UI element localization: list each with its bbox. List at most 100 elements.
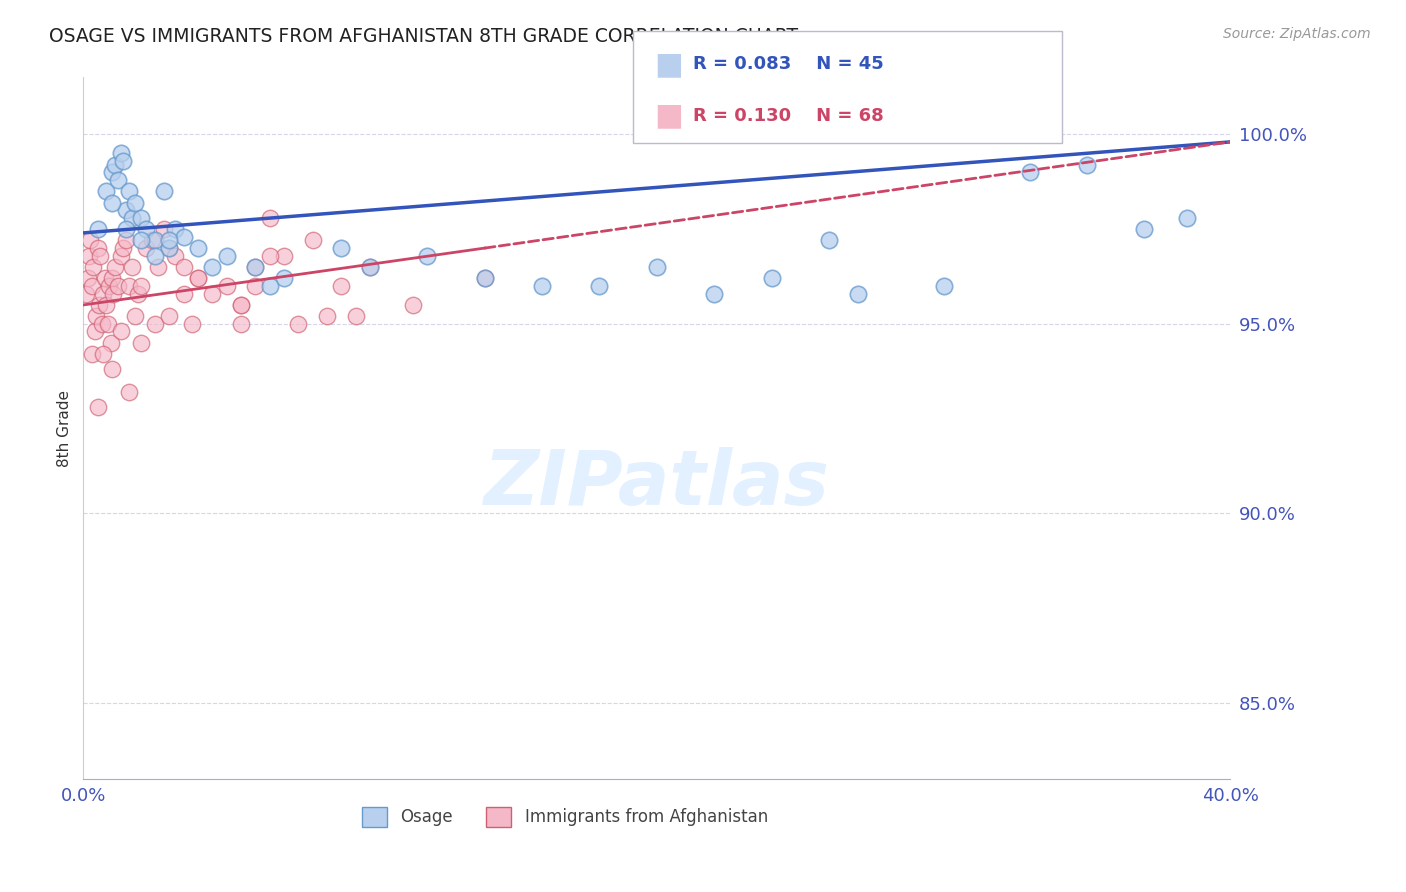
Point bbox=[129, 234, 152, 248]
Text: R = 0.130    N = 68: R = 0.130 N = 68 bbox=[693, 107, 884, 125]
Point bbox=[77, 249, 100, 263]
Point bbox=[135, 241, 157, 255]
Text: R = 0.083    N = 45: R = 0.083 N = 45 bbox=[693, 55, 884, 73]
Point bbox=[201, 286, 224, 301]
Point bbox=[107, 279, 129, 293]
Point bbox=[165, 249, 187, 263]
Point bbox=[259, 249, 281, 263]
Point bbox=[259, 279, 281, 293]
Point bbox=[157, 234, 180, 248]
Point bbox=[173, 286, 195, 301]
Point bbox=[229, 317, 252, 331]
Point bbox=[129, 335, 152, 350]
Point bbox=[273, 249, 295, 263]
Point bbox=[143, 317, 166, 331]
Point bbox=[83, 325, 105, 339]
Point bbox=[818, 234, 841, 248]
Point bbox=[112, 153, 135, 168]
Point bbox=[152, 184, 174, 198]
Point bbox=[127, 286, 149, 301]
Text: OSAGE VS IMMIGRANTS FROM AFGHANISTAN 8TH GRADE CORRELATION CHART: OSAGE VS IMMIGRANTS FROM AFGHANISTAN 8TH… bbox=[49, 27, 799, 45]
Point bbox=[75, 286, 97, 301]
Point bbox=[181, 317, 204, 331]
Point bbox=[273, 271, 295, 285]
Point bbox=[588, 279, 610, 293]
Point bbox=[287, 317, 309, 331]
Point bbox=[359, 260, 381, 274]
Point bbox=[703, 286, 725, 301]
Point bbox=[129, 211, 152, 225]
Point bbox=[402, 298, 425, 312]
Point bbox=[245, 260, 267, 274]
Point bbox=[531, 279, 554, 293]
Point bbox=[344, 310, 367, 324]
Point bbox=[79, 234, 101, 248]
Point bbox=[245, 279, 267, 293]
Point bbox=[215, 279, 238, 293]
Point bbox=[129, 279, 152, 293]
Text: ■: ■ bbox=[654, 101, 683, 130]
Point bbox=[124, 195, 146, 210]
Point bbox=[87, 298, 110, 312]
Point bbox=[474, 271, 496, 285]
Point bbox=[1133, 222, 1156, 236]
Point bbox=[121, 260, 143, 274]
Point bbox=[110, 249, 132, 263]
Point bbox=[82, 260, 104, 274]
Point bbox=[76, 271, 98, 285]
Point bbox=[97, 317, 120, 331]
Point bbox=[316, 310, 339, 324]
Point bbox=[118, 184, 141, 198]
Point bbox=[101, 271, 124, 285]
Point bbox=[84, 310, 107, 324]
Point bbox=[101, 195, 124, 210]
Point bbox=[201, 260, 224, 274]
Point bbox=[80, 347, 103, 361]
Point bbox=[143, 234, 166, 248]
Point bbox=[474, 271, 496, 285]
Point bbox=[187, 271, 209, 285]
Point bbox=[118, 279, 141, 293]
Point bbox=[101, 165, 124, 179]
Point bbox=[330, 241, 353, 255]
Point bbox=[80, 279, 103, 293]
Point bbox=[100, 335, 122, 350]
Point bbox=[359, 260, 381, 274]
Point bbox=[89, 249, 111, 263]
Y-axis label: 8th Grade: 8th Grade bbox=[58, 390, 72, 467]
Point bbox=[1076, 158, 1098, 172]
Point bbox=[173, 229, 195, 244]
Point bbox=[115, 222, 138, 236]
Text: ZIPatlas: ZIPatlas bbox=[484, 447, 830, 521]
Point bbox=[101, 362, 124, 376]
Point bbox=[416, 249, 439, 263]
Point bbox=[93, 347, 115, 361]
Point bbox=[110, 146, 132, 161]
Text: ■: ■ bbox=[654, 50, 683, 78]
Point bbox=[761, 271, 783, 285]
Point bbox=[141, 234, 163, 248]
Legend: Osage, Immigrants from Afghanistan: Osage, Immigrants from Afghanistan bbox=[356, 800, 775, 834]
Point bbox=[86, 401, 108, 415]
Point bbox=[112, 241, 135, 255]
Point bbox=[90, 317, 112, 331]
Point bbox=[104, 158, 127, 172]
Point bbox=[96, 184, 118, 198]
Point bbox=[93, 286, 115, 301]
Point bbox=[96, 298, 118, 312]
Point bbox=[107, 173, 129, 187]
Point bbox=[86, 241, 108, 255]
Point bbox=[124, 310, 146, 324]
Point bbox=[215, 249, 238, 263]
Point bbox=[115, 203, 138, 218]
Point bbox=[846, 286, 869, 301]
Point bbox=[152, 222, 174, 236]
Point bbox=[115, 234, 138, 248]
Point bbox=[165, 222, 187, 236]
Point bbox=[1018, 165, 1040, 179]
Point bbox=[229, 298, 252, 312]
Point bbox=[135, 222, 157, 236]
Point bbox=[245, 260, 267, 274]
Point bbox=[259, 211, 281, 225]
Point bbox=[121, 211, 143, 225]
